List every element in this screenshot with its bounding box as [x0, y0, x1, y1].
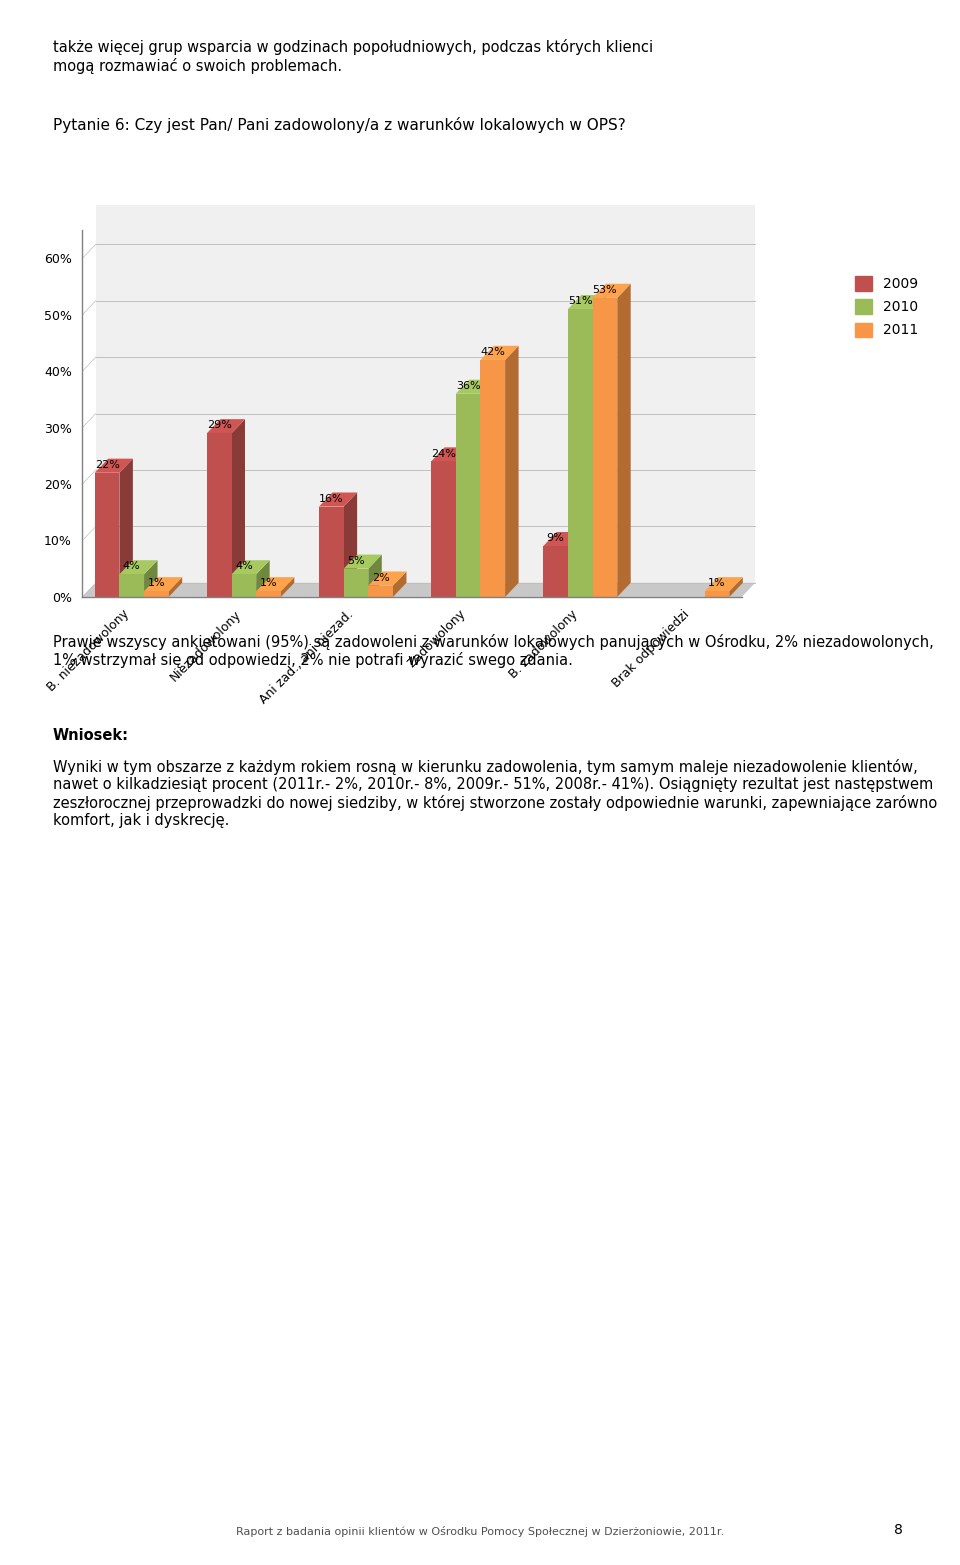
Text: 5%: 5% [348, 556, 365, 567]
Polygon shape [96, 205, 756, 582]
Polygon shape [344, 493, 357, 596]
Polygon shape [281, 577, 295, 596]
Text: 53%: 53% [592, 285, 617, 296]
Text: 9%: 9% [546, 534, 564, 543]
Text: 4%: 4% [123, 562, 140, 571]
Polygon shape [480, 380, 493, 596]
Polygon shape [231, 419, 245, 596]
Text: Raport z badania opinii klientów w Ośrodku Pomocy Społecznej w Dzierżoniowie, 20: Raport z badania opinii klientów w Ośrod… [236, 1526, 724, 1537]
Text: 1%: 1% [708, 579, 726, 588]
Text: 4%: 4% [235, 562, 252, 571]
Polygon shape [169, 577, 182, 596]
Text: 51%: 51% [568, 296, 592, 307]
Text: także więcej grup wsparcia w godzinach popołudniowych, podczas których klienci
m: także więcej grup wsparcia w godzinach p… [53, 39, 653, 74]
Polygon shape [705, 592, 730, 596]
Polygon shape [256, 560, 270, 596]
Polygon shape [592, 296, 606, 596]
Polygon shape [206, 419, 245, 434]
Polygon shape [83, 582, 756, 596]
Polygon shape [95, 459, 132, 473]
Text: 8: 8 [894, 1523, 902, 1537]
Text: 1%: 1% [148, 579, 165, 588]
Polygon shape [456, 394, 480, 596]
Polygon shape [480, 360, 505, 596]
Polygon shape [568, 296, 606, 310]
Polygon shape [505, 346, 518, 596]
Polygon shape [369, 571, 406, 585]
Text: 1%: 1% [260, 579, 277, 588]
Polygon shape [95, 473, 119, 596]
Polygon shape [119, 574, 144, 596]
Polygon shape [705, 577, 743, 592]
Polygon shape [256, 577, 295, 592]
Polygon shape [319, 507, 344, 596]
Text: 22%: 22% [95, 460, 119, 469]
Text: 36%: 36% [456, 380, 480, 391]
Legend: 2009, 2010, 2011: 2009, 2010, 2011 [848, 269, 924, 344]
Polygon shape [319, 493, 357, 507]
Polygon shape [393, 571, 406, 596]
Polygon shape [344, 554, 382, 568]
Polygon shape [369, 554, 382, 596]
Polygon shape [119, 560, 157, 574]
Polygon shape [617, 283, 631, 596]
Polygon shape [256, 592, 281, 596]
Polygon shape [431, 448, 469, 462]
Polygon shape [119, 459, 132, 596]
Polygon shape [456, 380, 493, 394]
Text: 16%: 16% [319, 495, 344, 504]
Text: 24%: 24% [431, 449, 456, 459]
Polygon shape [592, 297, 617, 596]
Polygon shape [231, 574, 256, 596]
Text: Wyniki w tym obszarze z każdym rokiem rosną w kierunku zadowolenia, tym samym ma: Wyniki w tym obszarze z każdym rokiem ro… [53, 759, 937, 828]
Polygon shape [543, 532, 582, 546]
Polygon shape [543, 546, 568, 596]
Polygon shape [206, 434, 231, 596]
Polygon shape [568, 532, 582, 596]
Text: Wniosek:: Wniosek: [53, 728, 129, 743]
Text: 2%: 2% [372, 573, 390, 582]
Polygon shape [480, 346, 518, 360]
Polygon shape [456, 448, 469, 596]
Polygon shape [592, 283, 631, 297]
Polygon shape [144, 592, 169, 596]
Polygon shape [231, 560, 270, 574]
Text: 42%: 42% [480, 347, 505, 357]
Text: Prawie wszyscy ankietowani (95%) są zadowoleni z warunków lokalowych panujących : Prawie wszyscy ankietowani (95%) są zado… [53, 634, 933, 668]
Text: 29%: 29% [206, 421, 231, 430]
Polygon shape [431, 462, 456, 596]
Text: Pytanie 6: Czy jest Pan/ Pani zadowolony/a z warunków lokalowych w OPS?: Pytanie 6: Czy jest Pan/ Pani zadowolony… [53, 117, 626, 133]
Polygon shape [730, 577, 743, 596]
Polygon shape [344, 568, 369, 596]
Polygon shape [369, 585, 393, 596]
Polygon shape [568, 310, 592, 596]
Polygon shape [144, 577, 182, 592]
Polygon shape [144, 560, 157, 596]
